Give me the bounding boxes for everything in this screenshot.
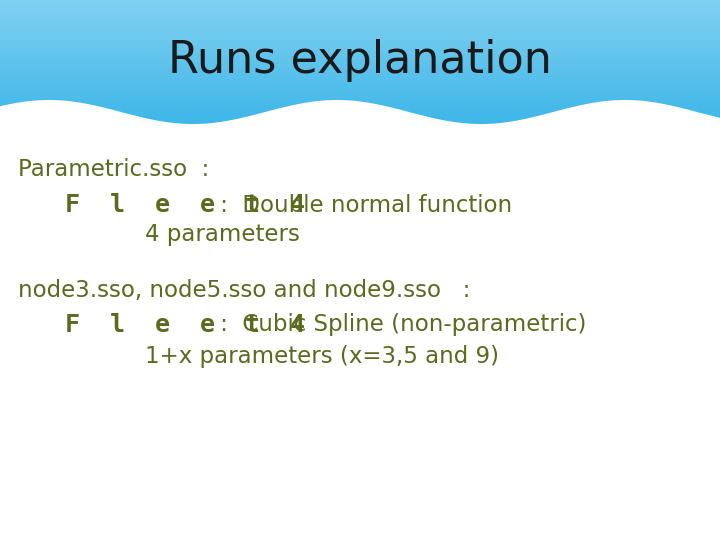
Bar [0,95,720,98]
Bar [0,111,720,114]
Text: :  Cubic Spline (non-parametric): : Cubic Spline (non-parametric) [213,314,586,336]
Bar [0,84,720,86]
Bar [0,97,720,99]
Bar [0,49,720,52]
Bar [0,4,720,6]
Bar [0,64,720,66]
Text: Parametric.sso  :: Parametric.sso : [18,159,210,181]
Bar [0,69,720,71]
Bar [0,28,720,31]
Text: 1+x parameters (x=3,5 and 9): 1+x parameters (x=3,5 and 9) [145,346,499,368]
Bar [0,68,720,70]
Bar [0,85,720,87]
Bar [0,44,720,47]
Bar [0,74,720,76]
Bar [0,0,720,2]
Bar [0,36,720,39]
Bar [0,46,720,49]
Bar [0,5,720,8]
Text: node3.sso, node5.sso and node9.sso   :: node3.sso, node5.sso and node9.sso : [18,279,470,301]
Bar [0,118,720,120]
Bar [0,52,720,55]
Bar [0,48,720,50]
Bar [0,90,720,93]
Bar [0,56,720,58]
Bar [0,59,720,62]
Bar [0,89,720,91]
Bar [0,15,720,18]
Bar [0,79,720,81]
Bar [0,33,720,36]
Bar [0,57,720,60]
Bar [0,18,720,21]
Bar [0,31,720,34]
Bar [0,126,720,129]
Bar [0,43,720,45]
Bar [0,51,720,53]
Bar [0,39,720,42]
Bar [0,114,720,117]
Bar [0,30,720,32]
Bar [0,63,720,65]
Bar [0,12,720,15]
Bar [0,113,720,116]
Bar [0,127,720,130]
Text: Runs explanation: Runs explanation [168,38,552,82]
Bar [0,38,720,40]
PathPatch shape [0,100,720,540]
Bar [0,102,720,104]
Bar [0,82,720,84]
Bar [0,41,720,44]
Bar [0,124,720,127]
Bar [0,54,720,57]
Bar [0,71,720,73]
Bar [0,10,720,13]
Bar [0,1,720,3]
Bar [0,72,720,75]
Bar [0,100,720,103]
Bar [0,22,720,24]
Text: 4 parameters: 4 parameters [145,224,300,246]
Bar [0,110,720,112]
Bar [0,121,720,124]
Bar [0,23,720,26]
Text: F  l  e  e  t  4: F l e e t 4 [65,313,305,337]
Bar [0,17,720,19]
Bar [0,103,720,106]
Bar [0,93,720,96]
Bar [0,60,720,63]
Bar [0,76,720,78]
Bar [0,20,720,23]
Bar [0,9,720,11]
Text: F  l  e  e  t  4: F l e e t 4 [65,193,305,217]
Bar [0,35,720,37]
Bar [0,80,720,83]
Bar [0,105,720,107]
Bar [0,98,720,101]
Bar [0,66,720,68]
Bar [0,25,720,28]
Bar [0,77,720,79]
Bar [0,108,720,111]
Bar [0,119,720,122]
Bar [0,92,720,94]
Bar [0,125,720,540]
Bar [0,14,720,16]
Bar [0,87,720,90]
Bar [0,106,720,109]
Text: :  Double normal function: : Double normal function [213,193,512,217]
Bar [0,2,720,5]
Bar [0,116,720,119]
Bar [0,123,720,125]
Bar [0,26,720,29]
Bar [0,7,720,10]
